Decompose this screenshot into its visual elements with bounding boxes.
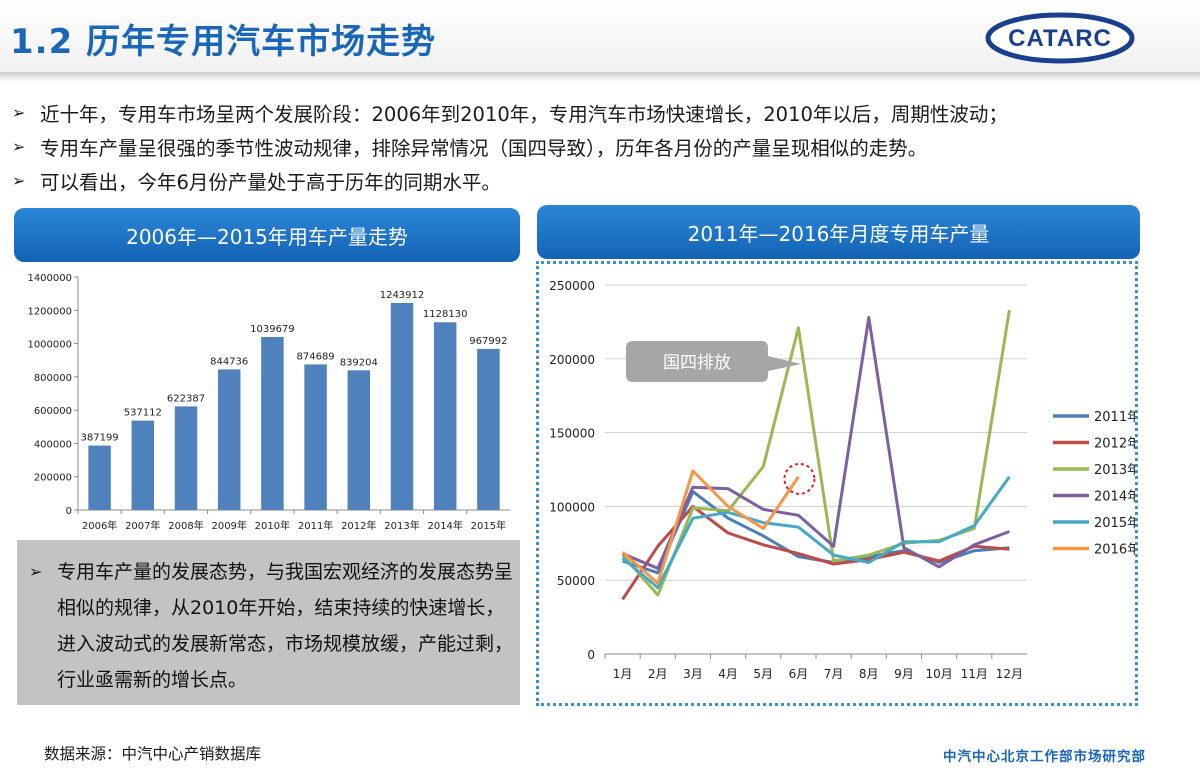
bar <box>304 364 327 510</box>
bullet-arrow-icon: ➢ <box>29 562 43 581</box>
bar-value-label: 1039679 <box>250 324 295 335</box>
bar-value-label: 1243912 <box>380 290 425 301</box>
y-tick-label: 600000 <box>34 406 72 417</box>
bar <box>433 322 457 510</box>
left-panel-title: 2006年—2015年用车产量走势 <box>126 224 408 249</box>
bar <box>88 445 111 510</box>
bullet-arrow-icon: ➢ <box>12 170 26 190</box>
bar-value-label: 874689 <box>297 351 335 362</box>
bar <box>261 336 284 510</box>
y-tick-label: 250000 <box>549 279 595 293</box>
legend-label: 2011年 <box>1094 410 1135 425</box>
x-tick-label: 2009年 <box>211 519 246 532</box>
x-tick-label: 3月 <box>683 667 703 681</box>
bar-value-label: 1128130 <box>423 309 468 320</box>
right-panel-header: 2011年—2016年月度专用车产量 <box>537 205 1140 259</box>
x-tick-label: 2013年 <box>384 519 419 532</box>
bar <box>131 420 155 510</box>
header-bar: 1.2 历年专用汽车市场走势 CATARC <box>0 0 1200 72</box>
bar <box>217 369 241 510</box>
bullet-item: ➢ 近十年，专用车市场呈两个发展阶段：2006年到2010年，专用汽车市场快速增… <box>12 95 1197 129</box>
bar-value-label: 844736 <box>210 356 248 367</box>
legend-label: 2012年 <box>1094 437 1135 452</box>
bullet-text: 专用车产量呈很强的季节性波动规律，排除异常情况（国四导致），历年各月份的产量呈现… <box>40 136 928 160</box>
bullet-arrow-icon: ➢ <box>12 102 26 122</box>
x-tick-label: 2012年 <box>341 519 376 532</box>
x-tick-label: 8月 <box>859 667 879 681</box>
y-tick-label: 100000 <box>549 500 595 514</box>
series-line-2014年 <box>622 316 1010 570</box>
x-tick-label: 4月 <box>718 667 738 681</box>
x-tick-label: 11月 <box>961 667 988 681</box>
x-tick-label: 10月 <box>925 667 952 681</box>
x-tick-label: 2月 <box>648 667 668 681</box>
data-source: 数据来源：中汽中心产销数据库 <box>44 745 262 763</box>
y-tick-label: 200000 <box>549 353 595 367</box>
x-tick-label: 1月 <box>613 667 633 681</box>
bullet-item: ➢ 可以看出，今年6月份产量处于高于历年的同期水平。 <box>12 163 1197 197</box>
x-tick-label: 2008年 <box>168 519 203 532</box>
x-tick-label: 5月 <box>753 667 773 681</box>
bar-value-label: 839204 <box>340 357 378 368</box>
summary-text: 专用车产量的发展态势，与我国宏观经济的发展态势呈相似的规律，从2010年开始，结… <box>57 561 514 691</box>
x-tick-label: 2010年 <box>255 519 290 532</box>
highlight-circle <box>783 462 816 495</box>
y-tick-label: 400000 <box>34 439 72 450</box>
x-tick-label: 2006年 <box>82 519 117 532</box>
x-tick-label: 9月 <box>894 667 914 681</box>
right-panel-title: 2011年—2016年月度专用车产量 <box>687 221 990 246</box>
x-tick-label: 2014年 <box>427 519 462 532</box>
bullet-text: 可以看出，今年6月份产量处于高于历年的同期水平。 <box>40 170 501 194</box>
callout-bubble <box>626 341 801 382</box>
bullet-item: ➢ 专用车产量呈很强的季节性波动规律，排除异常情况（国四导致），历年各月份的产量… <box>12 129 1197 163</box>
y-tick-label: 0 <box>66 506 72 517</box>
y-tick-label: 150000 <box>549 427 595 441</box>
y-tick-label: 800000 <box>34 373 72 384</box>
x-tick-label: 12月 <box>996 667 1023 681</box>
bar-value-label: 537112 <box>124 408 162 419</box>
callout-label: 国四排放 <box>663 353 731 373</box>
y-tick-label: 0 <box>587 648 595 662</box>
x-tick-label: 6月 <box>789 667 809 681</box>
series-line-2012年 <box>621 504 1010 601</box>
x-tick-label: 2015年 <box>471 519 506 532</box>
bullet-text: 近十年，专用车市场呈两个发展阶段：2006年到2010年，专用汽车市场快速增长，… <box>40 102 1008 126</box>
bar <box>174 406 198 510</box>
bar <box>347 370 371 510</box>
series-line-2015年 <box>621 476 1011 590</box>
summary-box: ➢ 专用车产量的发展态势，与我国宏观经济的发展态势呈相似的规律，从2010年开始… <box>17 540 520 705</box>
bar <box>477 348 500 510</box>
legend-label: 2014年 <box>1094 490 1135 505</box>
header-divider <box>0 72 1200 82</box>
x-tick-label: 2007年 <box>125 519 160 532</box>
legend-label: 2016年 <box>1094 543 1135 558</box>
y-tick-label: 1400000 <box>27 273 72 284</box>
y-tick-label: 200000 <box>34 473 72 484</box>
legend-label: 2015年 <box>1094 516 1135 531</box>
intro-bullets: ➢ 近十年，专用车市场呈两个发展阶段：2006年到2010年，专用汽车市场快速增… <box>12 95 1197 197</box>
y-tick-label: 1000000 <box>27 340 72 351</box>
logo-text: CATARC <box>1008 25 1112 52</box>
catarc-logo: CATARC <box>985 12 1135 64</box>
department-credit: 中汽中心北京工作部市场研究部 <box>943 749 1146 765</box>
y-tick-label: 50000 <box>557 574 595 588</box>
series-line-2016年 <box>621 469 800 585</box>
bullet-arrow-icon: ➢ <box>12 136 26 156</box>
monthly-line-chart-frame: 0 50000 100000 150000 200000 250000 1月 2月 3月 4月 5月… <box>536 261 1138 706</box>
annual-bar-chart: 0 200000 400000 600000 800000 1000000 1200000 1… <box>27 273 510 532</box>
left-panel-header: 2006年—2015年用车产量走势 <box>14 208 520 262</box>
y-tick-label: 1200000 <box>27 306 72 317</box>
bar-value-label: 622387 <box>167 393 205 404</box>
monthly-line-chart: 0 50000 100000 150000 200000 250000 1月 2月 3月 4月 5月… <box>549 279 1135 681</box>
legend-label: 2013年 <box>1094 463 1135 478</box>
page-title: 1.2 历年专用汽车市场走势 <box>10 22 437 62</box>
bar <box>390 302 414 510</box>
bar-value-label: 387199 <box>81 433 119 444</box>
bar-value-label: 967992 <box>469 336 507 347</box>
x-tick-label: 2011年 <box>298 519 333 532</box>
x-tick-label: 7月 <box>824 667 844 681</box>
